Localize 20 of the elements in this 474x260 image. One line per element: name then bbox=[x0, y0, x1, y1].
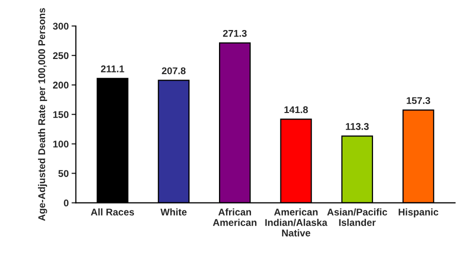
x-tick-label: Hispanic bbox=[398, 208, 438, 218]
y-tick-label: 0 bbox=[64, 200, 68, 206]
data-label: 207.8 bbox=[162, 67, 186, 74]
y-tick-label: 200 bbox=[53, 82, 68, 89]
x-tick-label: African American bbox=[212, 208, 256, 226]
y-tick-label: 250 bbox=[53, 52, 68, 60]
data-label: 141.8 bbox=[284, 106, 308, 114]
y-tick-label: 300 bbox=[52, 22, 68, 30]
y-axis-title: Age-Adjusted Death Rate per 100,000 Persons bbox=[38, 8, 48, 221]
data-label: 113.3 bbox=[346, 123, 369, 130]
y-tick-label: 50 bbox=[58, 170, 68, 177]
data-label: 157.3 bbox=[406, 97, 430, 104]
y-tick-label: 150 bbox=[53, 111, 68, 118]
data-label: 211.1 bbox=[100, 65, 124, 72]
x-tick-label: Asian/Pacific Islander bbox=[327, 208, 388, 226]
data-label: 271.3 bbox=[223, 30, 247, 37]
y-tick-label: 100 bbox=[53, 140, 68, 148]
x-tick-label: All Races bbox=[90, 208, 134, 216]
x-tick-label: American Indian/Alaska Native bbox=[265, 208, 328, 236]
x-tick-label: White bbox=[160, 208, 187, 216]
